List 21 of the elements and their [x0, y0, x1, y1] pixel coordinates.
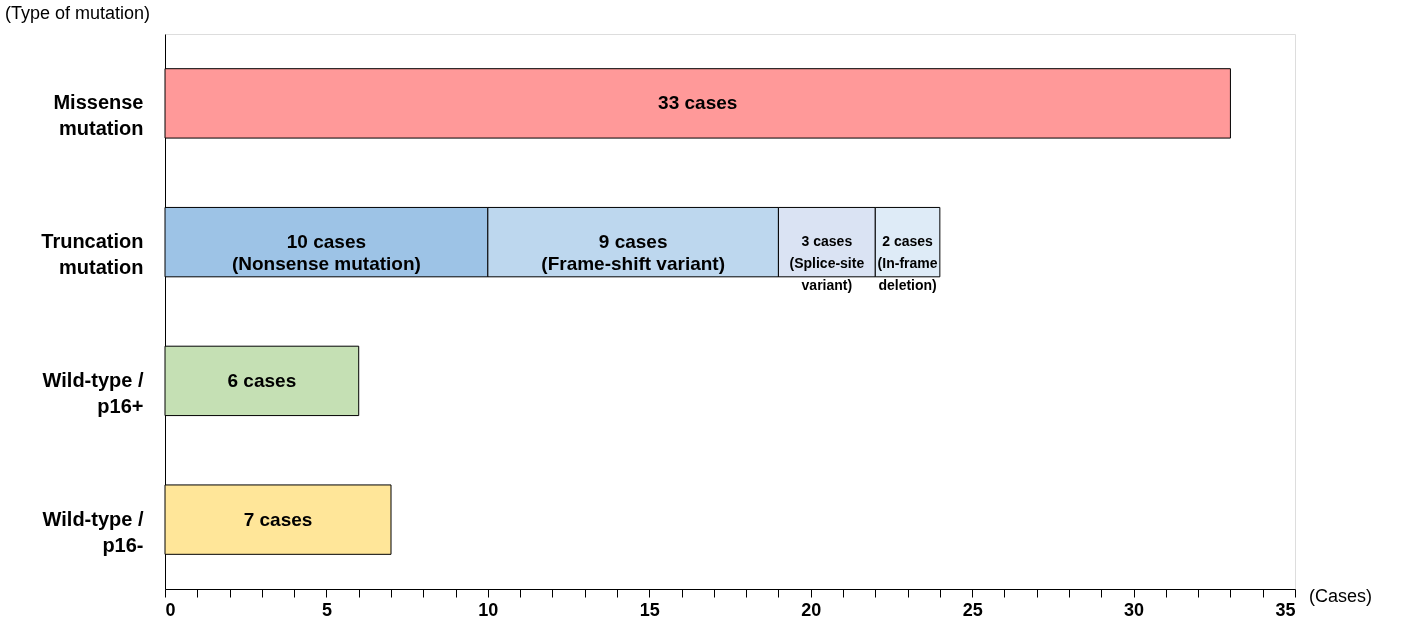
data-label: 33 cases	[658, 92, 738, 114]
y-tick-label: Missense mutation	[53, 91, 144, 140]
y-tick-label: Truncation mutation	[41, 230, 144, 279]
data-label: 10 cases (Nonsense mutation)	[231, 231, 421, 275]
x-tick-label: 30	[1124, 599, 1145, 620]
data-label: 7 cases	[243, 508, 313, 530]
x-tick-label: 25	[962, 599, 983, 620]
x-tick-label: 20	[801, 599, 822, 620]
x-axis-title: (Cases)	[1309, 586, 1373, 606]
data-label: 3 cases (Splice-site variant)	[789, 233, 865, 294]
y-tick-label: Wild-type / p16-	[42, 507, 144, 556]
x-tick-label: 35	[1275, 599, 1296, 620]
x-tick-label: 0	[165, 599, 176, 620]
y-tick-label: Wild-type / p16+	[42, 368, 144, 417]
data-label: 6 cases	[227, 369, 297, 391]
data-label: 9 cases (Frame-shift variant)	[541, 231, 725, 275]
y-axis-title: (Type of mutation)	[5, 3, 151, 23]
data-label: 2 cases (In-frame deletion)	[877, 233, 938, 294]
x-tick-label: 5	[321, 599, 332, 620]
x-tick-label: 15	[639, 599, 660, 620]
x-tick-label: 10	[478, 599, 499, 620]
